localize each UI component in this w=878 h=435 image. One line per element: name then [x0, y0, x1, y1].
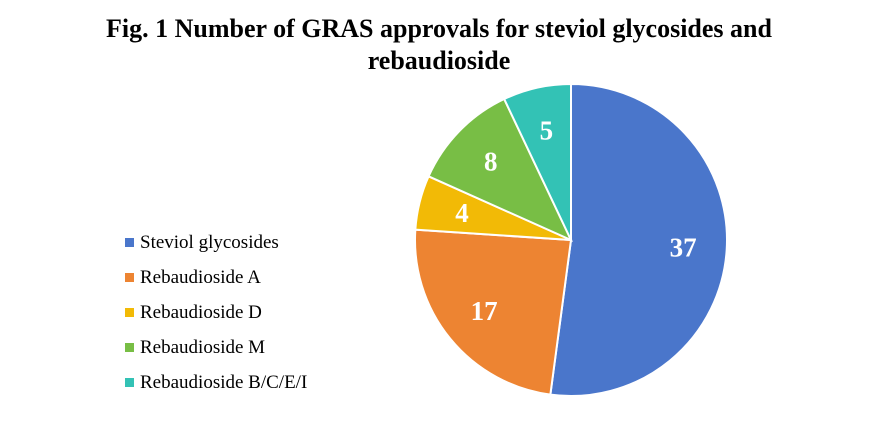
chart-title: Fig. 1 Number of GRAS approvals for stev…	[0, 13, 878, 77]
pie-data-labels: 37 17 48 5	[455, 115, 696, 326]
legend-swatch	[125, 343, 134, 352]
chart-title-line-2: rebaudioside	[367, 46, 511, 75]
legend-swatch	[125, 273, 134, 282]
legend-swatch	[125, 378, 134, 387]
data-label: 8	[484, 146, 498, 176]
slice-rebaudioside-a	[414, 228, 573, 396]
legend-swatch	[125, 238, 134, 247]
legend-item-rebaudioside-m: Rebaudioside M	[125, 330, 307, 365]
legend-label: Rebaudioside D	[140, 301, 262, 323]
legend-item-rebaudioside-d: Rebaudioside D	[125, 295, 307, 330]
legend-item-rebaudioside-a: Rebaudioside A	[125, 260, 307, 295]
legend-label: Rebaudioside M	[140, 336, 266, 358]
data-label: 37	[670, 232, 697, 262]
legend: Steviol glycosides Rebaudioside A Rebaud…	[125, 225, 307, 400]
slice-rebaudioside-m	[427, 97, 574, 243]
pie-slices	[414, 82, 728, 397]
legend-item-steviol-glycosides: Steviol glycosides	[125, 225, 307, 260]
legend-label: Rebaudioside A	[140, 266, 261, 288]
slice-rebaudioside-bcei	[502, 82, 572, 241]
data-label: 17	[471, 296, 498, 326]
legend-item-rebaudioside-bcei: Rebaudioside B/C/E/I	[125, 365, 307, 400]
slice-steviol-glycosides	[549, 82, 728, 397]
data-label: 4	[455, 198, 469, 228]
chart-title-line-1: Fig. 1 Number of GRAS approvals for stev…	[106, 14, 772, 43]
data-label: 5	[540, 115, 554, 145]
legend-label: Rebaudioside B/C/E/I	[140, 371, 308, 393]
legend-label: Steviol glycosides	[140, 231, 279, 253]
legend-swatch	[125, 308, 134, 317]
